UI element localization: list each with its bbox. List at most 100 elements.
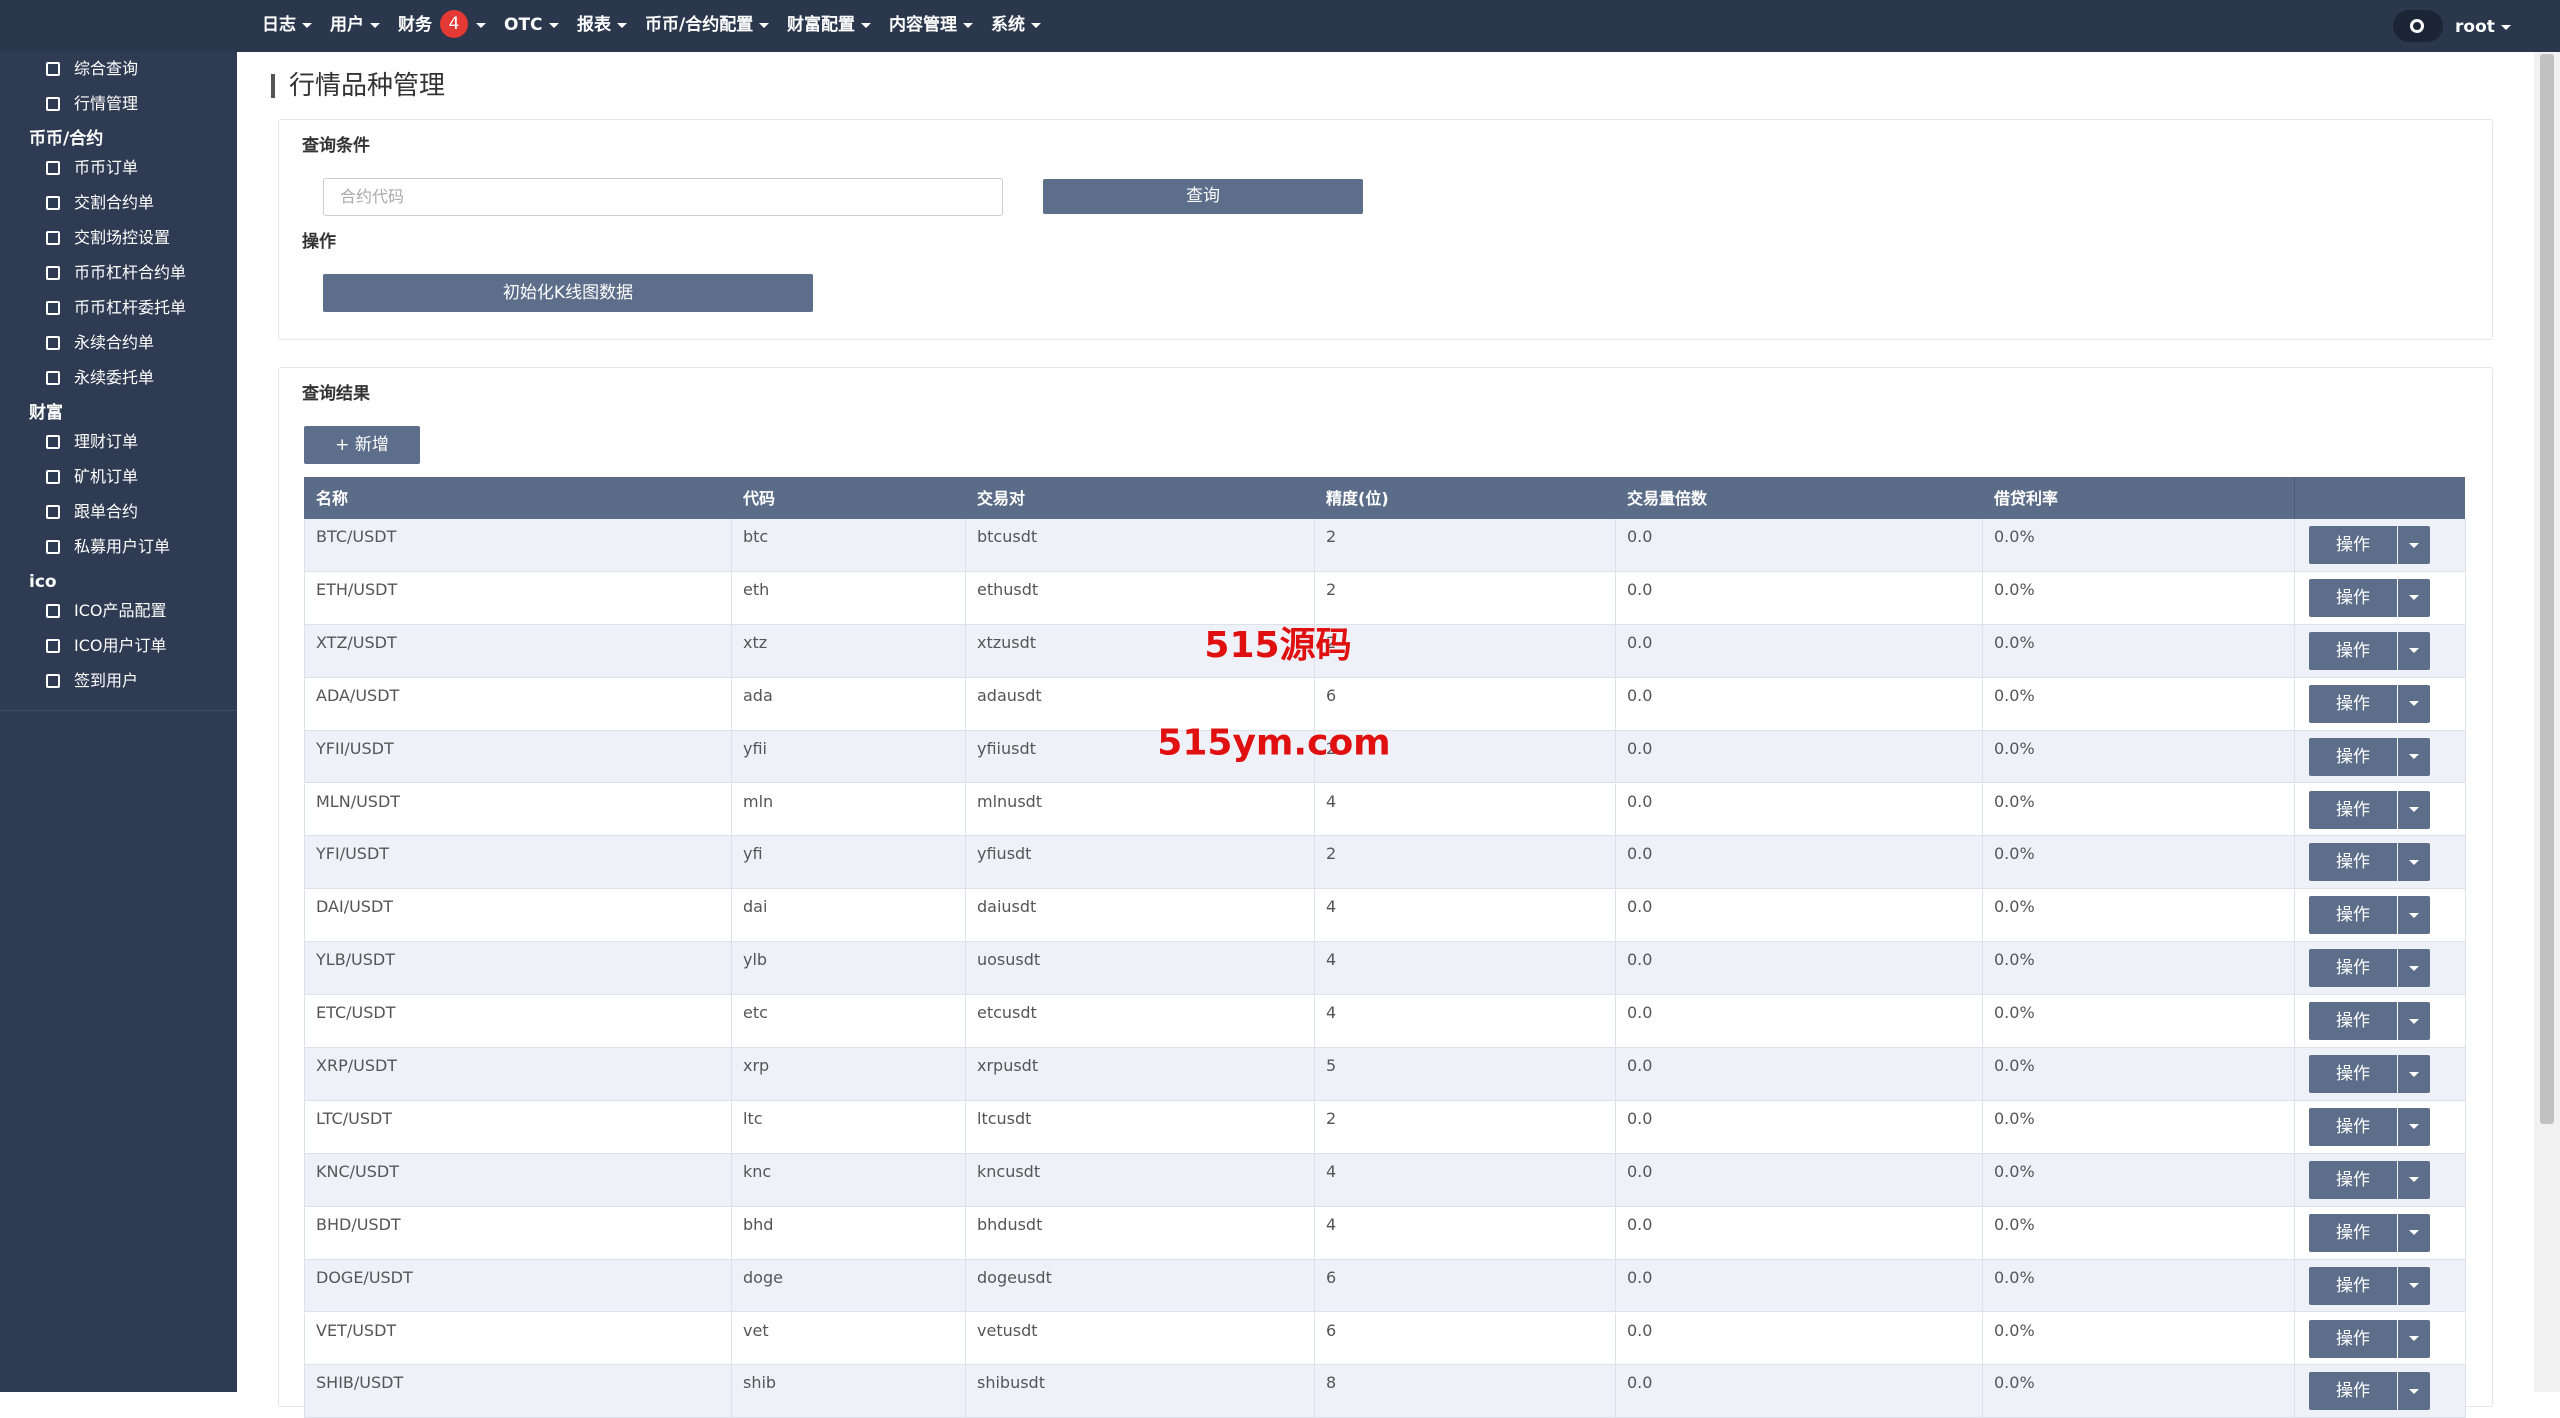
action-button[interactable]: 操作: [2309, 1214, 2397, 1252]
cell-border: [731, 731, 732, 784]
action-dropdown[interactable]: [2398, 843, 2430, 881]
action-button[interactable]: 操作: [2309, 791, 2397, 829]
cell-border: [304, 942, 305, 995]
cell-border: [304, 1048, 305, 1101]
input[interactable]: 合约代码: [323, 178, 1003, 216]
sidebar-item[interactable]: 签到用户: [74, 668, 138, 694]
action-button[interactable]: 操作: [2309, 579, 2397, 617]
sidebar-item[interactable]: 理财订单: [74, 429, 138, 455]
cell: LTC/USDT: [316, 1106, 392, 1132]
action-button[interactable]: 操作: [2309, 526, 2397, 564]
sidebar-icon: [46, 266, 60, 280]
cell-border: [304, 519, 305, 572]
action-dropdown[interactable]: [2398, 1372, 2430, 1410]
cell: ETH/USDT: [316, 577, 397, 603]
table-row: [304, 1207, 2465, 1260]
action-button[interactable]: 操作: [2309, 1320, 2397, 1358]
action-dropdown[interactable]: [2398, 526, 2430, 564]
nav-item[interactable]: 用户: [330, 12, 364, 38]
sidebar-item[interactable]: 跟单合约: [74, 499, 138, 525]
cell: bhd: [743, 1212, 773, 1238]
cell-border: [1982, 625, 1983, 678]
cell: mln: [743, 789, 773, 815]
cell-border: [965, 784, 966, 837]
nav-item[interactable]: 日志: [262, 12, 296, 38]
sidebar-item[interactable]: 永续合约单: [74, 330, 154, 356]
sidebar-item[interactable]: 综合查询: [74, 56, 138, 82]
action-dropdown[interactable]: [2398, 1002, 2430, 1040]
nav-item[interactable]: 报表: [577, 12, 611, 38]
action-dropdown[interactable]: [2398, 685, 2430, 723]
sidebar-icon: [46, 336, 60, 350]
sidebar-item[interactable]: 交割场控设置: [74, 225, 170, 251]
cell: 0.0%: [1994, 894, 2035, 920]
action-dropdown[interactable]: [2398, 738, 2430, 776]
action-button[interactable]: 操作: [2309, 738, 2397, 776]
init-button[interactable]: 初始化K线图数据: [323, 274, 813, 312]
sidebar-item[interactable]: 交割合约单: [74, 190, 154, 216]
action-dropdown[interactable]: [2398, 1108, 2430, 1146]
scrollbar-thumb[interactable]: [2540, 54, 2554, 1124]
action-button[interactable]: 操作: [2309, 949, 2397, 987]
cell: 0.0%: [1994, 1370, 2035, 1396]
cell-border: [304, 1313, 305, 1366]
action-button[interactable]: 操作: [2309, 1002, 2397, 1040]
action-button[interactable]: 操作: [2309, 1267, 2397, 1305]
cell: 5: [1326, 1053, 1336, 1079]
action-dropdown[interactable]: [2398, 791, 2430, 829]
label: 操作: [302, 229, 336, 255]
cell: ltcusdt: [977, 1106, 1031, 1132]
nav-item[interactable]: 财务: [398, 12, 432, 38]
cell-border: [1314, 1207, 1315, 1260]
sidebar-icon: [46, 674, 60, 688]
query-button[interactable]: 查询: [1043, 179, 1363, 214]
cell: YFI/USDT: [316, 841, 389, 867]
cell-border: [1314, 519, 1315, 572]
sidebar-item[interactable]: 币币订单: [74, 155, 138, 181]
cell: doge: [743, 1265, 783, 1291]
action-dropdown[interactable]: [2398, 1267, 2430, 1305]
action-button[interactable]: 操作: [2309, 1108, 2397, 1146]
action-button[interactable]: 操作: [2309, 1372, 2397, 1410]
nav-item[interactable]: OTC: [504, 12, 543, 38]
action-button[interactable]: 操作: [2309, 1161, 2397, 1199]
user-name[interactable]: root: [2455, 14, 2495, 40]
nav-item[interactable]: 财富配置: [787, 12, 855, 38]
nav-item[interactable]: 内容管理: [889, 12, 957, 38]
action-dropdown[interactable]: [2398, 896, 2430, 934]
nav-item[interactable]: 系统: [991, 12, 1025, 38]
sidebar-item[interactable]: 私募用户订单: [74, 534, 170, 560]
cell-border: [2294, 1207, 2295, 1260]
action-dropdown[interactable]: [2398, 632, 2430, 670]
sidebar-item[interactable]: 永续委托单: [74, 365, 154, 391]
sidebar-item[interactable]: 币币杠杆委托单: [74, 295, 186, 321]
action-dropdown[interactable]: [2398, 1214, 2430, 1252]
cell: VET/USDT: [316, 1318, 396, 1344]
action-dropdown[interactable]: [2398, 949, 2430, 987]
add-button[interactable]: + 新增: [304, 426, 420, 464]
action-button[interactable]: 操作: [2309, 843, 2397, 881]
cell-border: [2465, 678, 2466, 731]
action-button[interactable]: 操作: [2309, 1055, 2397, 1093]
sidebar-item[interactable]: 行情管理: [74, 91, 138, 117]
cell: etc: [743, 1000, 768, 1026]
sidebar-item[interactable]: 币币杠杆合约单: [74, 260, 186, 286]
action-button[interactable]: 操作: [2309, 632, 2397, 670]
cell-border: [304, 1101, 305, 1154]
cell: knc: [743, 1159, 771, 1185]
action-dropdown[interactable]: [2398, 1320, 2430, 1358]
action-dropdown[interactable]: [2398, 579, 2430, 617]
action-button[interactable]: 操作: [2309, 896, 2397, 934]
action-dropdown[interactable]: [2398, 1055, 2430, 1093]
caret: [753, 12, 769, 38]
action-button[interactable]: 操作: [2309, 685, 2397, 723]
action-dropdown[interactable]: [2398, 1161, 2430, 1199]
cell-border: [1314, 836, 1315, 889]
cell: adausdt: [977, 683, 1042, 709]
sidebar-item[interactable]: ICO产品配置: [74, 598, 167, 624]
sidebar-item[interactable]: ICO用户订单: [74, 633, 167, 659]
nav-item[interactable]: 币币/合约配置: [645, 12, 753, 38]
sidebar-item[interactable]: 矿机订单: [74, 464, 138, 490]
cell-border: [2294, 519, 2295, 572]
